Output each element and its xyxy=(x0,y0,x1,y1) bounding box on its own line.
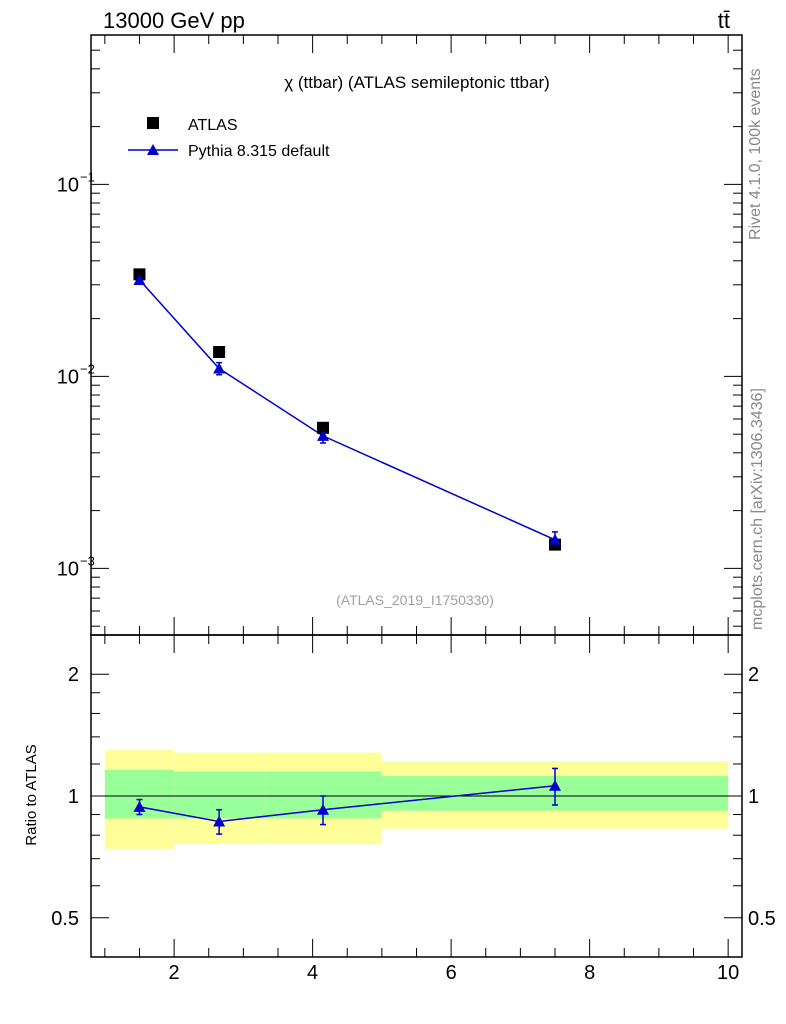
ratio-data-point xyxy=(213,815,226,827)
chart-title: χ (ttbar) (ATLAS semileptonic ttbar) xyxy=(284,73,550,92)
ratio-data-point xyxy=(133,800,146,812)
main-y-tick-label: 10 xyxy=(57,174,79,196)
ratio-y-tick-label-right: 0.5 xyxy=(748,908,776,930)
legend-label-pythia: Pythia 8.315 default xyxy=(188,143,330,160)
main-y-tick-label: 10 xyxy=(57,366,79,388)
main-y-tick-exponent: −2 xyxy=(80,361,95,376)
ratio-y-tick-label: 2 xyxy=(68,664,79,686)
ratio-y-tick-label: 0.5 xyxy=(51,908,79,930)
x-tick-label: 4 xyxy=(307,962,318,984)
ratio-line xyxy=(139,785,556,823)
pythia-data-point xyxy=(213,362,226,374)
atlas-data-point xyxy=(317,421,330,434)
legend: ATLAS Pythia 8.315 default xyxy=(128,117,330,160)
x-tick-label: 6 xyxy=(446,962,457,984)
rivet-label: Rivet 4.1.0, 100k events xyxy=(747,68,764,240)
atlas-data-point xyxy=(213,346,226,359)
ratio-y-tick-label: 1 xyxy=(68,786,79,808)
pythia-data-point xyxy=(133,273,146,285)
pythia-data-point xyxy=(549,533,562,545)
ratio-y-tick-label-right: 1 xyxy=(748,786,759,808)
analysis-watermark: (ATLAS_2019_I1750330) xyxy=(336,592,494,608)
pythia-data-point xyxy=(317,429,330,441)
main-panel: 10−110−210−3 χ (ttbar) (ATLAS semilepton… xyxy=(57,34,743,636)
energy-label: 13000 GeV pp xyxy=(103,8,245,33)
ratio-data-point xyxy=(317,803,330,815)
ratio-panel: 0.5 0.5 1 1 2 2 2 4 6 8 10 Ratio to ATLAS xyxy=(23,634,776,984)
ratio-ylabel: Ratio to ATLAS xyxy=(23,744,40,845)
legend-marker-atlas xyxy=(147,117,159,129)
x-tick-label: 8 xyxy=(584,962,595,984)
mcplots-label: mcplots.cern.ch [arXiv:1306.3436] xyxy=(749,388,766,630)
ratio-data-point xyxy=(549,779,562,791)
process-label: tt̄ xyxy=(718,8,730,33)
pythia-line xyxy=(138,279,556,541)
main-y-tick-exponent: −3 xyxy=(80,553,95,568)
legend-label-atlas: ATLAS xyxy=(188,117,238,134)
legend-marker-pythia xyxy=(147,144,159,155)
x-tick-label: 2 xyxy=(169,962,180,984)
x-tick-label: 10 xyxy=(717,962,739,984)
main-y-tick-label: 10 xyxy=(57,558,79,580)
ratio-y-tick-label-right: 2 xyxy=(748,664,759,686)
main-y-tick-exponent: −1 xyxy=(80,169,95,184)
